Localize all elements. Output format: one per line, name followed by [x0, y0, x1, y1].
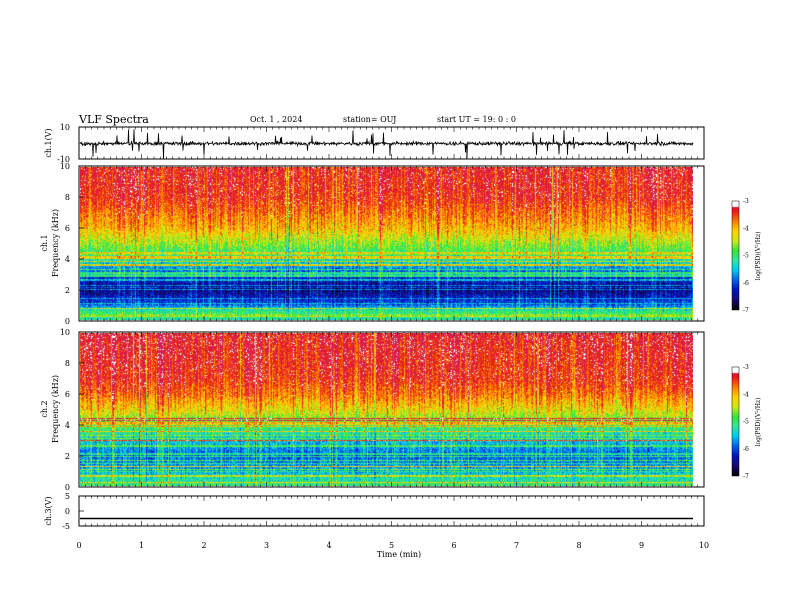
ch2-spectrogram-ylabel-channel: ch.2 — [40, 400, 49, 417]
x-tick-label: 6 — [451, 541, 456, 550]
ch2-colorbar-frame — [731, 366, 740, 477]
ch1-colorbar — [732, 201, 739, 310]
ch2-colorbar-label: log(PSD)(V²/Hz) — [755, 398, 762, 447]
ch2-colorbar-tick-label: -5 — [743, 419, 749, 426]
ch1-colorbar-tick-label: -4 — [743, 225, 749, 232]
ch2-spectrogram-ylabel-frequency: Frequency (kHz) — [51, 375, 60, 443]
ch1-colorbar-tick-label: -7 — [743, 307, 749, 314]
ch2-colorbar-tick-label: -7 — [743, 473, 749, 480]
x-tick-label: 2 — [201, 541, 206, 550]
ch2-spectrogram-ytick-label: 0 — [65, 483, 70, 492]
ch1-waveform-line — [79, 129, 694, 160]
ch1-colorbar-tick-label: -6 — [743, 280, 749, 287]
ch1-spectrogram-ytick-label: 8 — [65, 193, 70, 202]
ch2-colorbar-tick-label: -6 — [743, 446, 749, 453]
station-label: station= OUJ — [343, 115, 396, 124]
ch2-spectrogram-image — [80, 333, 693, 486]
date-label: Oct. 1 , 2024 — [250, 115, 302, 124]
start-time-label: start UT = 19: 0 : 0 — [437, 115, 516, 124]
ch1-spectrogram-ytick-label: 10 — [60, 162, 70, 171]
x-tick-label: 10 — [699, 541, 709, 550]
figure-title: VLF Spectra — [78, 113, 149, 126]
ch2-spectrogram-ytick-label: 8 — [65, 359, 70, 368]
x-tick-label: 3 — [264, 541, 269, 550]
ch2-spectrogram-ytick-label: 2 — [65, 452, 70, 461]
ch2-spectrogram-ytick-label: 6 — [65, 390, 70, 399]
ch1-waveform-ylabel: ch.1(V) — [44, 128, 53, 157]
ch1-spectrogram-ytick-label: 4 — [65, 255, 70, 264]
ch3-waveform-ytick-label: -5 — [62, 522, 70, 531]
ch1-colorbar-label: log(PSD)(V²/Hz) — [755, 232, 762, 281]
x-tick-label: 4 — [326, 541, 331, 550]
ch1-spectrogram-ytick-label: 6 — [65, 224, 70, 233]
ch2-colorbar — [732, 367, 739, 476]
ch1-waveform-ytick-label: -10 — [57, 155, 70, 164]
ch1-spectrogram-image — [80, 167, 693, 320]
x-axis-label: Time (min) — [377, 550, 421, 559]
ch2-spectrogram-ytick-label: 4 — [65, 421, 70, 430]
ch1-spectrogram-ytick-label: 2 — [65, 286, 70, 295]
ch1-colorbar-tick-label: -5 — [743, 253, 749, 260]
ch3-waveform-ylabel: ch.3(V) — [44, 496, 53, 525]
ch1-spectrogram-ylabel-frequency: Frequency (kHz) — [51, 209, 60, 277]
x-tick-label: 9 — [639, 541, 644, 550]
ch3-waveform-ytick-label: 5 — [65, 492, 70, 501]
x-tick-label: 5 — [389, 541, 394, 550]
x-tick-label: 7 — [514, 541, 519, 550]
ch1-waveform-ytick-label: 10 — [60, 123, 70, 132]
x-tick-label: 8 — [576, 541, 581, 550]
x-tick-label: 0 — [76, 541, 81, 550]
x-tick-label: 1 — [139, 541, 144, 550]
ch3-waveform-ytick-label: 0 — [65, 507, 70, 516]
ch1-colorbar-frame — [731, 200, 740, 311]
ch2-colorbar-tick-label: -4 — [743, 391, 749, 398]
ch2-spectrogram-ytick-label: 10 — [60, 328, 70, 337]
ch2-colorbar-tick-label: -3 — [743, 364, 749, 371]
ch1-spectrogram-ylabel-channel: ch.1 — [40, 234, 49, 251]
ch1-spectrogram-ytick-label: 0 — [65, 317, 70, 326]
ch1-colorbar-tick-label: -3 — [743, 198, 749, 205]
